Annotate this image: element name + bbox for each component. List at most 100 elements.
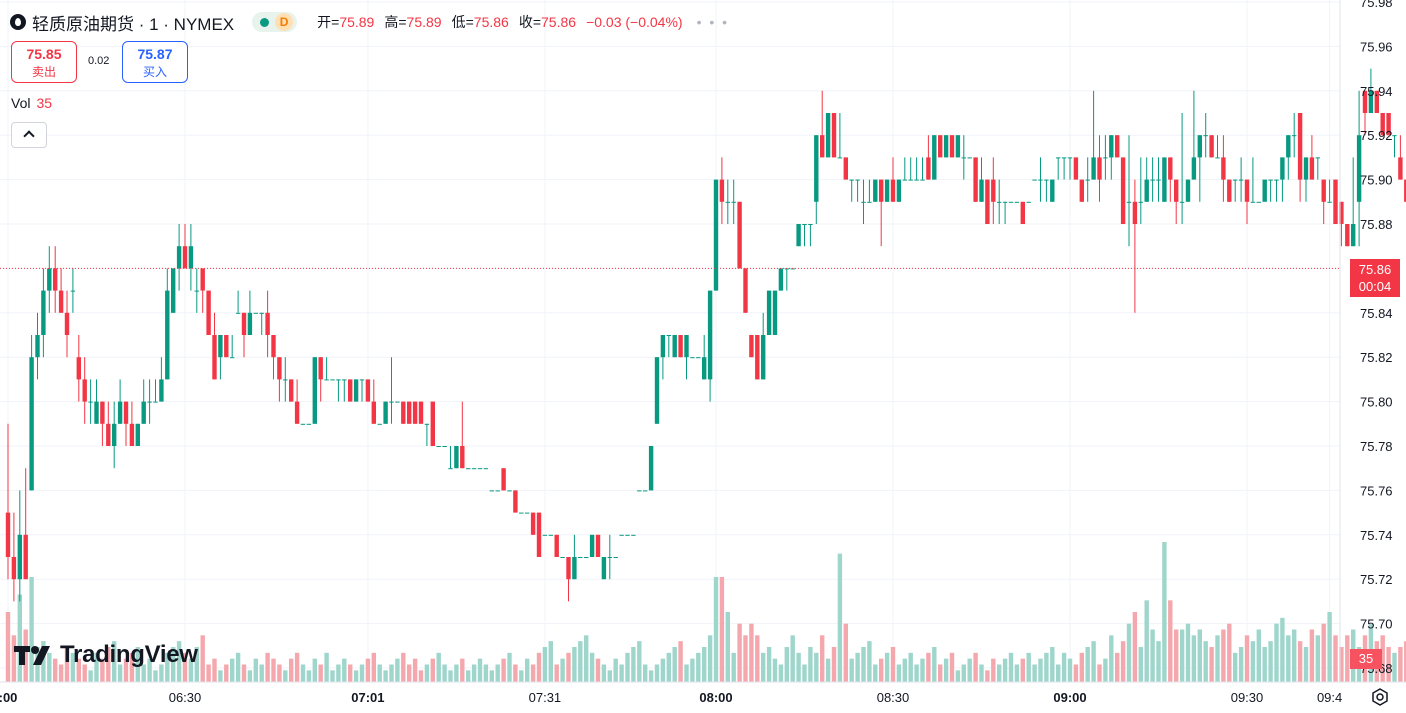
volume-bar <box>1386 647 1391 682</box>
candle-body <box>743 268 748 313</box>
volume-bar <box>235 652 241 682</box>
volume-bar <box>513 664 518 682</box>
candle-body <box>867 201 872 203</box>
candle-body <box>761 335 766 380</box>
candle-body <box>424 423 430 425</box>
volume-bar <box>784 647 789 682</box>
candle-body <box>1333 179 1338 224</box>
volume-bar <box>253 658 258 682</box>
volume-bar <box>1268 641 1273 682</box>
candle-body <box>430 401 435 446</box>
volume-bar <box>100 658 105 682</box>
candle-body <box>542 534 548 536</box>
volume-bar <box>5 612 11 682</box>
candle-body <box>76 357 81 380</box>
candle-body <box>601 557 607 580</box>
settings-gear-icon[interactable] <box>1370 687 1390 707</box>
candle-body <box>584 557 589 558</box>
candle-body <box>1215 157 1220 159</box>
price-tick-label: 75.78 <box>1360 439 1393 454</box>
volume-bar <box>572 647 577 682</box>
volume-bar <box>525 658 530 682</box>
volume-bar <box>1256 629 1261 682</box>
volume-bar <box>1345 635 1350 682</box>
candle-body <box>731 201 736 203</box>
volume-bar <box>766 647 772 682</box>
price-tick-label: 75.98 <box>1360 0 1393 10</box>
candle-body <box>908 179 913 181</box>
price-tick-label: 75.76 <box>1360 483 1393 498</box>
price-tick-label: 75.72 <box>1360 572 1393 587</box>
candle-body <box>318 357 323 380</box>
candle-body <box>70 290 76 292</box>
symbol-title[interactable]: 轻质原油期货 · 1 · NYMEX <box>32 14 235 34</box>
price-axis: 75.98 75.96 75.94 75.92 75.90 75.88 75.86 75.84… <box>1360 0 1393 676</box>
grid-lines <box>0 0 1340 682</box>
volume-bar <box>407 664 412 682</box>
price-tick-label: 75.90 <box>1360 173 1393 188</box>
volume-bar <box>643 664 648 682</box>
candle-body <box>283 379 288 381</box>
candle-body <box>1197 135 1202 158</box>
candle-body <box>554 534 559 557</box>
volume-bar <box>1044 652 1049 682</box>
price-change: −0.03 (−0.04%) <box>586 14 683 30</box>
candle-body <box>713 179 719 291</box>
buy-button[interactable]: 75.87 买入 <box>122 41 188 83</box>
volume-label: Vol <box>11 95 31 111</box>
more-options-icon[interactable]: • • • <box>696 14 730 30</box>
candle-body <box>855 179 860 181</box>
volume-bar <box>831 647 837 682</box>
candle-body <box>932 135 937 180</box>
volume-bar <box>991 658 996 682</box>
volume-bar <box>725 612 730 682</box>
candle-body <box>1132 201 1138 224</box>
volume-bar <box>1244 635 1250 682</box>
candle-body <box>1020 201 1025 224</box>
sell-button[interactable]: 75.85 卖出 <box>11 41 77 83</box>
volume-bars <box>5 542 1406 682</box>
volume-bar <box>796 652 801 682</box>
market-status-pill[interactable]: D <box>252 12 298 32</box>
candle-body <box>365 379 371 402</box>
collapse-legend-button[interactable] <box>11 122 47 148</box>
time-tick-label: 09:4 <box>1317 690 1342 705</box>
tradingview-logo-icon <box>14 646 50 665</box>
candle-body <box>1351 224 1356 247</box>
volume-bar <box>58 664 64 682</box>
candle-body <box>997 201 1002 203</box>
candle-body <box>1162 157 1167 202</box>
volume-bar <box>1280 617 1285 682</box>
volume-bar <box>637 641 642 682</box>
candle-body <box>1256 201 1261 203</box>
volume-bar <box>1221 629 1226 682</box>
candle-body <box>1286 135 1291 158</box>
volume-bar <box>1115 652 1120 682</box>
volume-bar <box>589 652 595 682</box>
market-open-dot-icon <box>260 17 270 27</box>
volume-bar <box>1085 647 1090 682</box>
sell-price: 75.85 <box>26 46 62 62</box>
candle-body <box>471 468 477 470</box>
candle-body <box>1174 179 1179 202</box>
volume-bar <box>1103 658 1108 682</box>
volume-bar <box>920 658 925 682</box>
candle-body <box>1292 135 1297 137</box>
volume-bar <box>737 623 742 682</box>
candle-body <box>902 179 907 181</box>
volume-bar <box>778 664 784 682</box>
volume-bar <box>188 658 194 682</box>
candle-body <box>1374 90 1379 113</box>
time-tick-label: 07:01 <box>351 690 384 705</box>
volume-bar <box>719 577 725 682</box>
candle-body <box>401 401 406 424</box>
volume-bar <box>430 658 435 682</box>
volume-bar <box>1321 623 1326 682</box>
candle-body <box>589 534 595 557</box>
volume-bar <box>873 664 878 682</box>
volume-bar <box>902 658 907 682</box>
volume-bar <box>684 664 689 682</box>
volume-bar <box>666 652 671 682</box>
price-tick-label: 75.84 <box>1360 306 1393 321</box>
